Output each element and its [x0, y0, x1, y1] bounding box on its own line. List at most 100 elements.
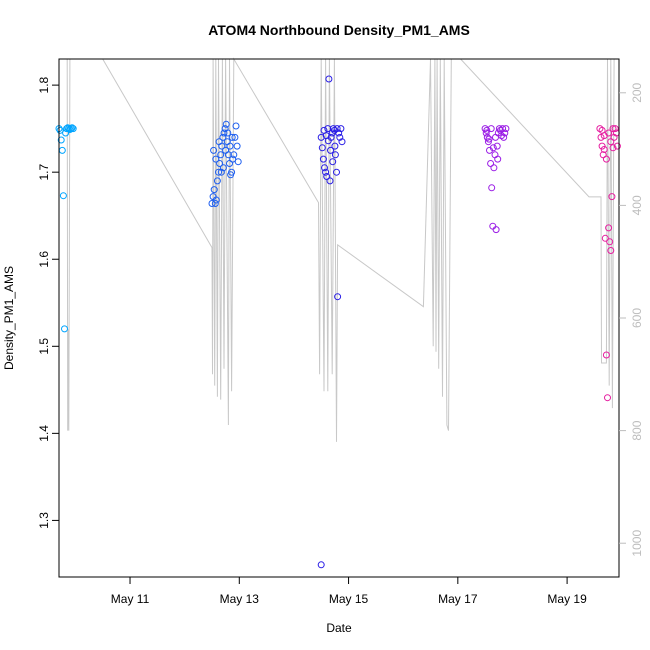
- data-point: [68, 124, 76, 132]
- y-tick-label: 1.3: [37, 512, 51, 529]
- data-point: [224, 129, 232, 137]
- data-point: [324, 137, 332, 145]
- data-point: [211, 200, 219, 207]
- x-axis-label: Date: [326, 621, 352, 635]
- data-point: [602, 351, 610, 359]
- data-point: [229, 155, 237, 163]
- data-point: [325, 75, 333, 83]
- y-axis: 1.3 1.4 1.5 1.6 1.7 1.8: [37, 76, 59, 529]
- x-tick-label: May 11: [111, 592, 150, 606]
- data-point: [331, 151, 339, 159]
- altitude-line: [66, 57, 615, 442]
- data-point: [57, 136, 65, 144]
- right-tick-label: 800: [630, 420, 644, 440]
- data-point: [222, 120, 230, 128]
- data-point: [230, 151, 238, 159]
- y-tick-label: 1.6: [37, 251, 51, 268]
- plot-frame: [58, 58, 620, 578]
- data-point: [323, 173, 331, 180]
- data-point: [598, 142, 606, 150]
- x-tick-label: May 15: [329, 592, 369, 606]
- data-point: [485, 135, 493, 143]
- data-point: [490, 164, 498, 172]
- data-point: [222, 146, 230, 154]
- data-point: [61, 325, 68, 333]
- data-point: [233, 142, 241, 150]
- data-point: [492, 226, 500, 234]
- data-point: [231, 133, 239, 141]
- data-point: [609, 144, 617, 152]
- data-point: [317, 561, 325, 569]
- data-point: [493, 142, 501, 150]
- right-axis: 200 400 600 800 1000: [619, 82, 644, 557]
- data-point: [607, 247, 615, 254]
- y-tick-label: 1.4: [37, 425, 51, 442]
- data-points-layer: [55, 75, 621, 569]
- data-point: [322, 168, 330, 176]
- data-point: [482, 129, 490, 137]
- data-point: [232, 122, 240, 130]
- data-point: [65, 125, 73, 133]
- data-point: [502, 125, 510, 133]
- right-tick-label: 600: [630, 308, 644, 328]
- y-axis-label: Density_PM1_AMS: [2, 266, 16, 370]
- data-point: [216, 160, 224, 167]
- data-point: [212, 155, 220, 163]
- data-point: [489, 144, 497, 152]
- y-tick-label: 1.7: [37, 164, 51, 181]
- data-point: [483, 133, 491, 141]
- data-point: [215, 138, 223, 146]
- data-point: [601, 234, 609, 242]
- data-point: [338, 138, 346, 146]
- altitude-trace-layer: [66, 57, 615, 442]
- data-point: [500, 133, 508, 141]
- data-point: [600, 146, 608, 153]
- data-point: [487, 125, 495, 133]
- data-point: [220, 129, 228, 137]
- data-point: [331, 142, 339, 150]
- data-point: [56, 126, 64, 134]
- data-point: [217, 151, 225, 159]
- data-point: [608, 193, 616, 201]
- data-point: [596, 125, 604, 133]
- data-point: [605, 224, 613, 232]
- data-point: [611, 125, 619, 133]
- data-point: [335, 129, 343, 137]
- data-point: [329, 158, 337, 166]
- data-point: [483, 126, 491, 134]
- data-point: [208, 200, 216, 207]
- data-point: [234, 158, 242, 166]
- data-point: [319, 155, 327, 163]
- data-point: [604, 394, 611, 402]
- data-point: [329, 125, 337, 133]
- data-point: [602, 155, 610, 163]
- data-point: [217, 168, 225, 176]
- data-point: [69, 125, 77, 133]
- data-point: [318, 144, 326, 152]
- y-tick-label: 1.5: [37, 338, 51, 355]
- data-point: [213, 177, 221, 185]
- data-point: [219, 164, 227, 172]
- data-point: [501, 129, 509, 137]
- data-point: [58, 146, 66, 154]
- data-point: [334, 293, 342, 301]
- x-tick-label: May 17: [438, 592, 478, 606]
- data-point: [607, 138, 615, 146]
- data-point: [327, 146, 334, 154]
- data-point: [326, 177, 334, 185]
- data-point: [499, 125, 507, 133]
- data-point: [488, 184, 496, 192]
- y-tick-label: 1.8: [37, 76, 51, 93]
- data-point: [598, 126, 606, 134]
- data-point: [66, 126, 74, 133]
- data-point: [210, 186, 218, 194]
- data-point: [489, 222, 497, 230]
- data-point: [59, 192, 67, 200]
- data-point: [226, 142, 234, 150]
- x-tick-label: May 13: [220, 592, 260, 606]
- data-point: [336, 133, 344, 141]
- data-point: [215, 168, 222, 176]
- data-point: [609, 125, 617, 133]
- right-tick-label: 1000: [630, 530, 644, 557]
